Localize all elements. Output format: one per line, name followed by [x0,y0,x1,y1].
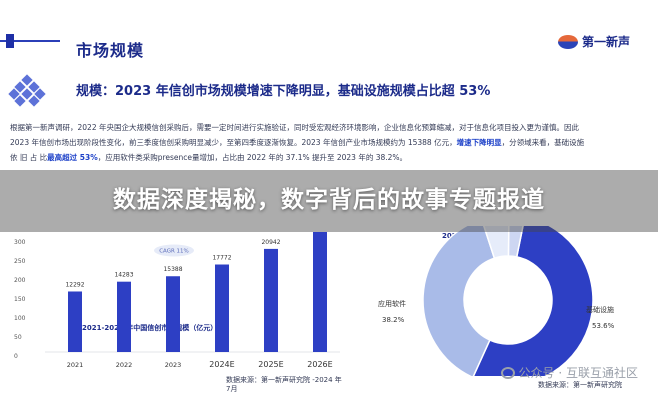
data-source-note: 数据来源：第一新声研究院 -2024 年 7月 [226,376,342,394]
bar-2022 [117,281,131,352]
data-source-line-1: 数据来源：第一新声研究院 -2024 年 [226,376,342,384]
bar-value-label: 20942 [261,239,280,246]
y-tick-label: 100 [14,315,26,322]
paragraph-highlight-share: 最高超过 53% [47,153,98,162]
title-banner [0,170,658,232]
paragraph-line-2: 2023 年信创市场出现阶段性变化，前三季度信创采购明显减少，至第四季度逐渐恢复… [10,135,650,150]
watermark-text: 公众号 · 互联互通社区 [518,366,638,380]
bar-2024E [215,264,229,352]
data-source-line-2: 7月 [226,385,238,393]
bar-2026E [313,232,327,352]
paragraph-line-1: 根据第一新声调研，2022 年央国企大规模信创采购后，需要一定时间进行实施验证，… [10,123,579,132]
banner-title: 数据深度揭秘，数字背后的故事专题报道 [113,187,545,213]
paragraph-line-2a: 2023 年信创市场出现阶段性变化，前三季度信创采购明显减少，至第四季度逐渐恢复… [10,138,457,147]
cagr-annotation: CAGR 11% [159,249,189,255]
x-tick-label: 2023 [165,361,182,369]
x-tick-label: 2026E [307,360,332,369]
bar-chart-title: 2021-2026 年中国信创市场规模（亿元） [82,323,217,332]
summary-paragraph: 根据第一新声调研，2022 年央国企大规模信创采购后，需要一定时间进行实施验证，… [10,120,650,165]
slice-value-application-software: 38.2% [382,316,405,324]
watermark: 公众号 · 互联互通社区 [500,364,638,381]
wechat-icon [500,366,515,379]
slice-label-infrastructure: 基础设施 [586,305,614,314]
headline-text: 2023 年信创市场规模增速下降明显，基础设施规模占比超 53% [115,84,491,99]
x-tick-label: 2024E [209,360,234,369]
bar-2021 [68,291,82,352]
y-tick-label: 50 [14,334,22,341]
y-tick-label: 0 [14,353,18,360]
y-tick-label: 250 [14,258,26,265]
bar-value-label: 12292 [65,281,84,288]
report-header: 市场规模 第一新声 [0,0,658,70]
cagr-badge [154,244,194,257]
paragraph-line-3b: ，应用软件类采购presence量增加，占比由 2022 年的 37.1% 提升… [97,153,408,162]
donut-slice-1 [422,226,496,376]
donut-slice-3 [507,226,524,258]
bar-2025E [264,248,278,352]
slice-label-application-software: 应用软件 [378,299,406,308]
donut-slice-0 [472,226,594,376]
brand-logo-icon [557,34,578,49]
brand-logo-text: 第一新声 [581,35,630,49]
y-tick-label: 300 [14,239,26,246]
headline: 规模：2023 年信创市场规模增速下降明显，基础设施规模占比超 53% [76,80,490,99]
bar-value-label: 15388 [163,266,182,273]
paragraph-highlight-growth: 增速下降明显 [456,138,502,147]
section-title: 市场规模 [76,41,145,60]
diamond-pattern-icon [8,74,46,110]
x-tick-label: 2021 [67,361,84,369]
slice-value-infrastructure: 53.6% [592,322,615,330]
paragraph-line-3a: 依 旧 占 比 [10,153,48,162]
brand-logo: 第一新声 [557,33,630,50]
donut-source-note: 数据来源：第一新声研究院 [538,381,622,389]
y-tick-label: 150 [14,296,26,303]
headline-prefix: 规模： [76,84,116,99]
x-tick-label: 2025E [258,360,283,369]
paragraph-line-2b: ，分领域来看，基础设施 [501,138,585,147]
bar-value-label: 14283 [114,272,133,279]
paragraph-line-3: 依 旧 占 比最高超过 53%，应用软件类采购presence量增加，占比由 2… [10,150,650,165]
header-decoration-line [0,40,60,42]
y-tick-label: 200 [14,277,26,284]
bar-2023 [166,276,180,352]
bar-value-label: 17772 [212,255,231,262]
x-tick-label: 2022 [116,361,133,369]
market-size-bar-chart: 0 50 100 150 200 250 300 2021-2026 年中国信创市场规模（亿元… [14,232,340,369]
header-decoration-block [6,34,14,48]
